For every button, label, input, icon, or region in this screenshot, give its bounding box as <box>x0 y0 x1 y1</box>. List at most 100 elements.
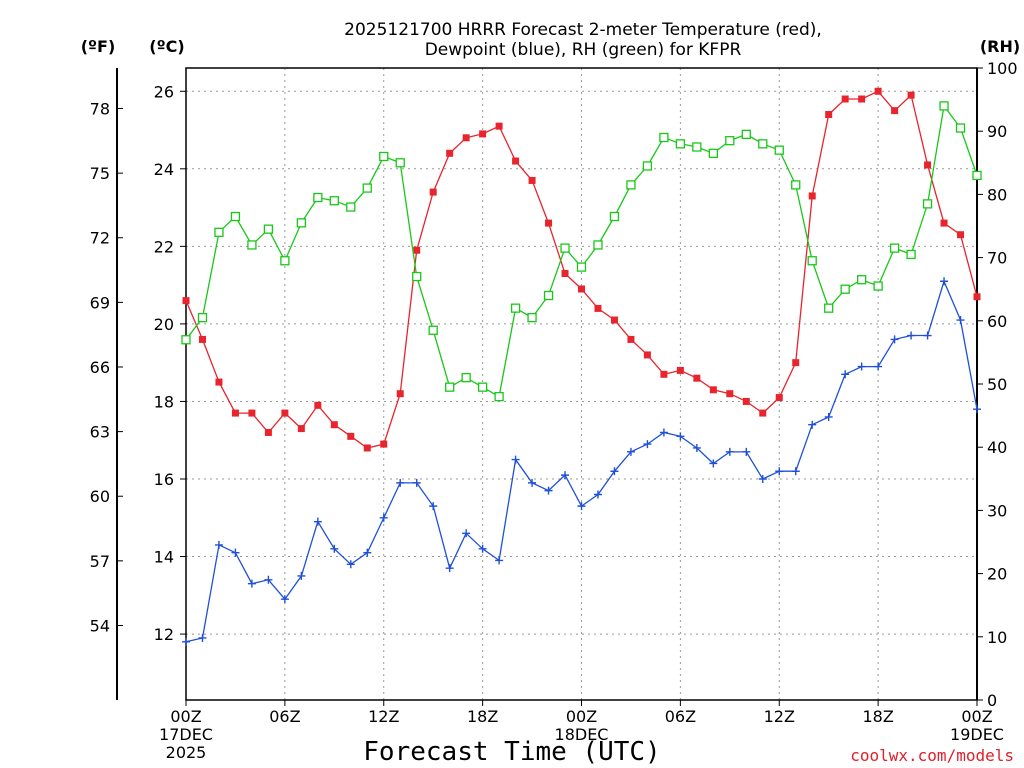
rh-point <box>214 227 224 237</box>
rh-point <box>840 284 850 294</box>
rh-point <box>708 148 718 158</box>
temperature-point <box>198 335 206 343</box>
temperature-point <box>874 87 882 95</box>
fahrenheit-tick-label: 78 <box>90 99 110 118</box>
temperature-point <box>825 111 833 119</box>
rh-point <box>362 183 372 193</box>
temperature-point <box>841 95 849 103</box>
x-tick-label: 18Z <box>467 707 498 726</box>
temperature-point <box>775 394 783 402</box>
rh-point <box>791 180 801 190</box>
temperature-point <box>545 219 553 227</box>
x-tick-label: 18DEC <box>555 725 609 744</box>
rh-tick-label: 10 <box>987 628 1007 647</box>
rh-point <box>955 123 966 133</box>
rh-point <box>445 382 455 392</box>
fahrenheit-tick-label: 69 <box>90 293 110 312</box>
temperature-point <box>792 359 800 367</box>
celsius-tick-label: 18 <box>154 392 174 411</box>
chart-subtitle: Dewpoint (blue), RH (green) for KFPR <box>425 40 742 60</box>
rh-tick-label: 40 <box>987 438 1007 457</box>
dewpoint-point <box>775 467 784 476</box>
temperature-point <box>495 122 503 130</box>
celsius-tick-label: 22 <box>154 237 174 256</box>
x-tick-label: 00Z <box>170 707 201 726</box>
temperature-point <box>973 293 981 301</box>
temperature-point <box>578 285 585 293</box>
temperature-point <box>610 316 618 324</box>
dewpoint-point <box>214 540 223 549</box>
fahrenheit-unit-label: (ºF) <box>81 37 116 56</box>
dewpoint-point <box>626 447 635 456</box>
dewpoint-point <box>561 471 570 480</box>
temperature-point <box>709 386 717 394</box>
rh-point <box>395 158 405 168</box>
rh-point <box>675 139 686 149</box>
temperature-point <box>380 440 388 448</box>
rh-point <box>477 382 488 392</box>
temperature-point <box>182 297 190 305</box>
x-tick-label: 00Z <box>566 707 597 726</box>
dewpoint-point <box>824 412 833 421</box>
temperature-point <box>413 246 421 254</box>
rh-point <box>741 129 751 140</box>
rh-point <box>543 290 554 301</box>
rh-tick-label: 0 <box>987 691 997 710</box>
dewpoint-point <box>808 420 817 429</box>
rh-point <box>230 211 241 222</box>
rh-tick-label: 80 <box>987 185 1007 204</box>
x-axis-label: Forecast Time (UTC) <box>363 737 660 767</box>
rh-point <box>263 224 274 234</box>
temperature-point <box>446 149 454 157</box>
x-tick-label: 06Z <box>269 707 300 726</box>
x-tick-label: 12Z <box>764 707 795 726</box>
rh-point <box>379 151 389 162</box>
temperature-point <box>759 409 767 417</box>
temperature-point <box>561 269 569 277</box>
dewpoint-point <box>643 440 652 449</box>
rh-point <box>494 391 504 402</box>
fahrenheit-tick-label: 57 <box>90 552 110 571</box>
rh-tick-label: 70 <box>987 249 1007 268</box>
celsius-unit-label: (ºC) <box>149 37 184 56</box>
fahrenheit-tick-label: 63 <box>90 423 110 442</box>
dewpoint-point <box>973 405 981 414</box>
dewpoint-point <box>379 513 388 522</box>
rh-point <box>824 303 834 313</box>
temperature-point <box>627 335 635 343</box>
temperature-point <box>264 428 272 436</box>
temperature-point <box>907 91 915 99</box>
rh-point <box>873 281 883 291</box>
temperature-point <box>693 374 701 382</box>
rh-point <box>181 335 191 345</box>
credit-label: coolwx.com/models <box>850 746 1014 765</box>
temperature-point <box>215 378 223 386</box>
fahrenheit-tick-label: 72 <box>90 229 110 248</box>
dewpoint-point <box>610 467 619 476</box>
rh-point <box>856 275 867 285</box>
dewpoint-point <box>544 486 553 495</box>
temperature-point <box>808 192 816 200</box>
temperature-point <box>676 366 684 374</box>
temperature-point <box>643 351 651 359</box>
dewpoint-point <box>330 544 339 553</box>
dewpoint-point <box>956 316 965 325</box>
temperature-point <box>726 390 734 398</box>
fahrenheit-tick-label: 66 <box>90 358 110 377</box>
temperature-point <box>281 409 289 417</box>
temperature-point <box>314 401 322 409</box>
celsius-tick-label: 14 <box>154 548 174 567</box>
celsius-tick-label: 12 <box>154 625 174 644</box>
rh-point <box>313 192 323 203</box>
rh-point <box>329 196 339 206</box>
rh-point <box>247 240 257 250</box>
dewpoint-point <box>890 335 899 344</box>
grid <box>186 68 977 700</box>
series <box>181 87 982 646</box>
celsius-tick-label: 20 <box>154 315 174 334</box>
temperature-point <box>891 107 899 115</box>
temperature-point <box>528 176 536 184</box>
temperature-point <box>660 370 668 378</box>
rh-point <box>692 142 702 152</box>
